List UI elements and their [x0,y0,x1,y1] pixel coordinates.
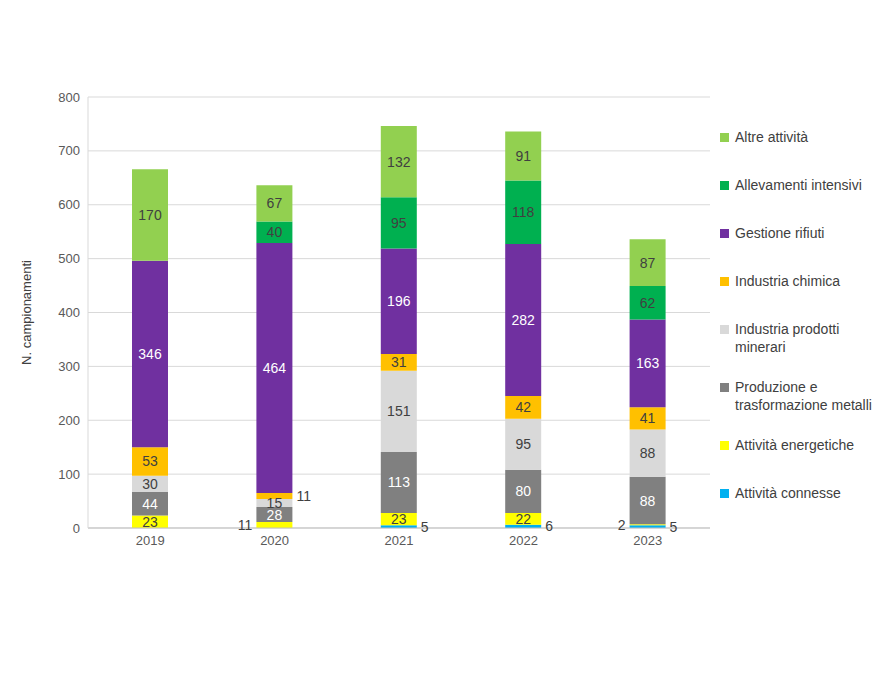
html-text:Produzione e trasformazione me: Produzione e trasformazione metalli [735,379,872,413]
svg-text:42: 42 [515,399,531,415]
svg-text:53: 53 [142,453,158,469]
svg-text:80: 80 [515,483,531,499]
html-text:Attività connesse: Attività connesse [735,485,841,501]
svg-text:11: 11 [238,517,253,533]
svg-text:163: 163 [636,355,660,371]
svg-text:196: 196 [387,293,411,309]
svg-text:95: 95 [515,436,531,452]
svg-text:23: 23 [142,514,158,530]
svg-text:2023: 2023 [633,533,662,548]
svg-text:30: 30 [142,476,158,492]
svg-text:300: 300 [58,359,80,374]
svg-text:151: 151 [387,403,411,419]
svg-text:41: 41 [640,410,656,426]
svg-text:132: 132 [387,154,411,170]
svg-text:282: 282 [512,312,536,328]
svg-text:2021: 2021 [385,533,414,548]
svg-text:700: 700 [58,143,80,158]
svg-text:23: 23 [391,511,407,527]
svg-text:62: 62 [640,295,656,311]
svg-text:113: 113 [388,474,411,490]
html-text:Industria chimica: Industria chimica [735,273,840,289]
svg-text:800: 800 [58,90,80,105]
html-text:Attività energetiche: Attività energetiche [735,437,855,453]
svg-text:22: 22 [515,511,531,527]
svg-text:2: 2 [618,517,626,533]
svg-text:400: 400 [58,305,80,320]
svg-text:2019: 2019 [136,533,165,548]
svg-text:91: 91 [515,148,531,164]
html-text:Altre attività: Altre attività [735,129,809,145]
svg-text:118: 118 [512,204,535,220]
svg-text:2022: 2022 [509,533,538,548]
svg-text:0: 0 [73,521,80,536]
svg-text:44: 44 [142,496,158,512]
svg-text:200: 200 [58,413,80,428]
svg-text:170: 170 [138,207,162,223]
svg-text:15: 15 [267,495,283,511]
html-text:Industria prodotti minerari: Industria prodotti minerari [735,321,840,355]
svg-text:500: 500 [58,251,80,266]
html-text:Gestione rifiuti: Gestione rifiuti [735,225,825,241]
svg-text:88: 88 [640,445,656,461]
html-text:Allevamenti intensivi: Allevamenti intensivi [735,177,862,193]
svg-text:2020: 2020 [260,533,289,548]
svg-text:88: 88 [640,493,656,509]
svg-text:11: 11 [296,488,311,504]
svg-text:346: 346 [138,346,162,362]
svg-text:87: 87 [640,255,656,271]
svg-text:31: 31 [391,354,407,370]
svg-text:464: 464 [263,360,287,376]
svg-text:N. campionamenti: N. campionamenti [19,260,34,365]
svg-text:40: 40 [267,224,283,240]
svg-text:100: 100 [58,467,80,482]
svg-text:95: 95 [391,215,407,231]
svg-text:6: 6 [545,518,553,534]
svg-text:600: 600 [58,197,80,212]
svg-text:5: 5 [670,519,678,535]
svg-text:5: 5 [421,519,429,535]
svg-text:67: 67 [267,195,283,211]
svg-text:28: 28 [266,506,283,523]
